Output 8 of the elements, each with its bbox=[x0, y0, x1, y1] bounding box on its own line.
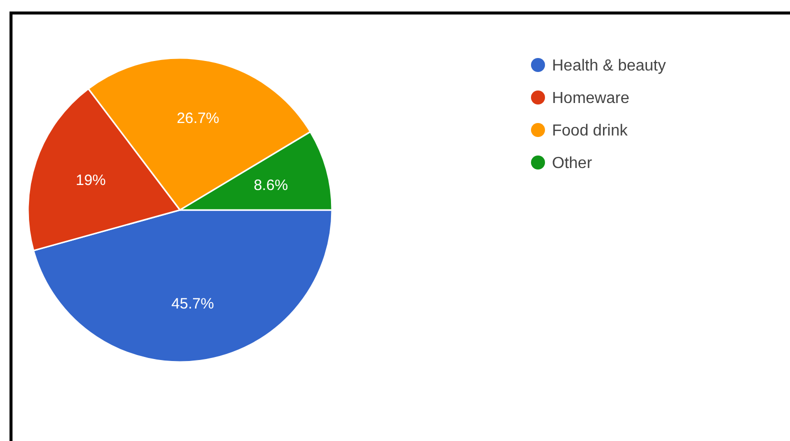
legend-label: Health & beauty bbox=[552, 58, 666, 75]
data-label: 8.6% bbox=[254, 177, 288, 194]
data-label: 19% bbox=[76, 172, 106, 190]
legend-label: Food drink bbox=[552, 122, 629, 140]
data-label: 26.7% bbox=[176, 110, 220, 127]
data-label: 45.7% bbox=[171, 296, 214, 313]
legend-label: Other bbox=[552, 155, 593, 172]
legend-label: Homeware bbox=[552, 90, 630, 108]
